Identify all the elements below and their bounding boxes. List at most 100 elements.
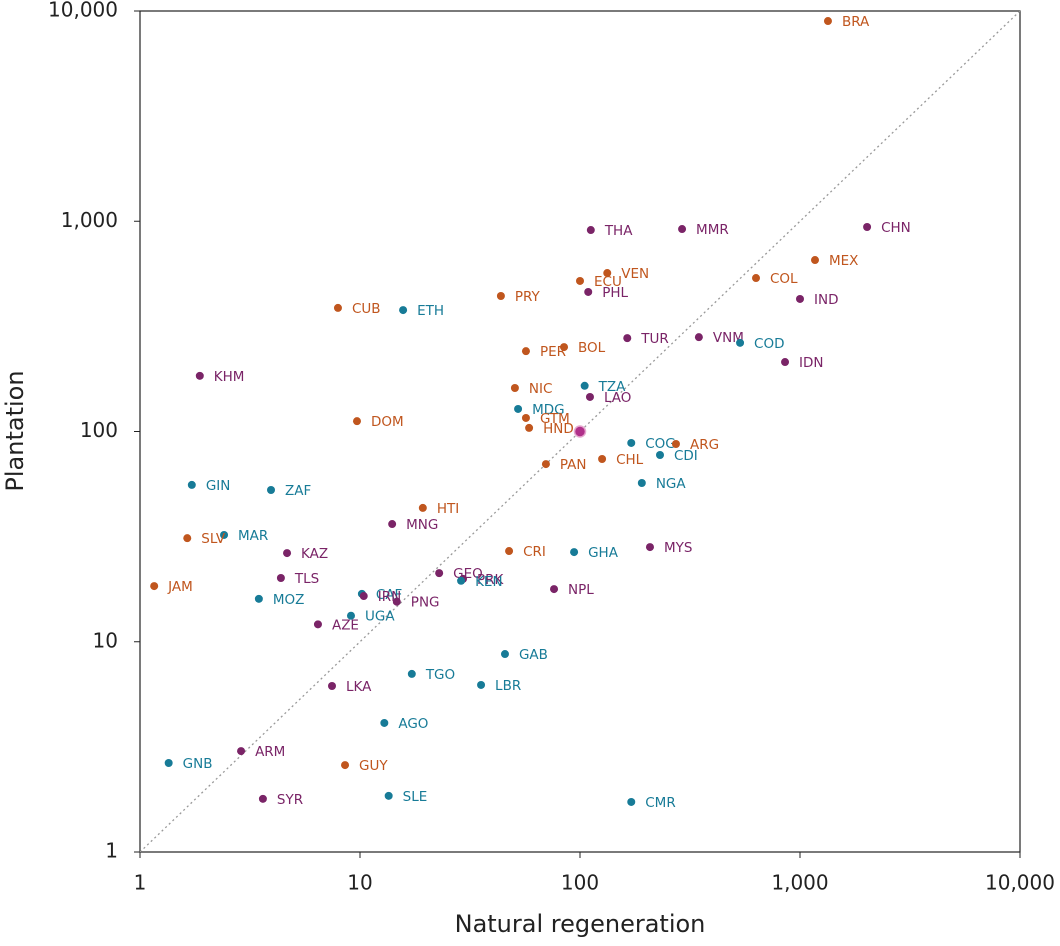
point (752, 274, 761, 283)
point-label: CRI (523, 544, 546, 560)
point (655, 451, 664, 460)
point-label: CDI (674, 448, 698, 464)
point (457, 576, 466, 585)
y-tick-label: 1 (105, 839, 118, 863)
point (781, 358, 790, 367)
point-label: LBR (495, 678, 521, 694)
point (352, 417, 361, 426)
point (183, 534, 192, 543)
point-label: COG (645, 436, 676, 452)
point-label: COL (770, 271, 798, 287)
point (678, 225, 687, 234)
point (384, 791, 393, 800)
point (550, 585, 559, 594)
point (627, 797, 636, 806)
point (237, 747, 246, 756)
point (359, 592, 368, 601)
point-label: KAZ (301, 546, 328, 562)
point (267, 485, 276, 494)
point (150, 582, 159, 591)
point-label: KHM (214, 369, 245, 385)
point-label: SYR (277, 792, 303, 808)
point-label: MOZ (273, 592, 305, 608)
point-label: BRA (842, 14, 870, 30)
point-label: PNG (411, 595, 440, 611)
point-label: IND (814, 292, 838, 308)
point-label: ZAF (285, 483, 311, 499)
point (496, 292, 505, 301)
point (525, 423, 534, 432)
point (811, 256, 820, 265)
y-tick-label: 100 (80, 418, 118, 442)
point-label: AZE (332, 617, 359, 633)
point-label: LKA (346, 679, 372, 695)
point (500, 650, 509, 659)
point-label: GIN (206, 478, 231, 494)
point-label: MYS (664, 540, 692, 556)
point (694, 333, 703, 342)
point-label: TLS (294, 571, 319, 587)
point-label: AGO (398, 716, 428, 732)
point-label: MAR (238, 528, 268, 544)
point-label: HND (543, 421, 574, 437)
point-label: SLV (201, 531, 226, 547)
point-label: NIC (529, 381, 553, 397)
point (645, 543, 654, 552)
point-label: MMR (696, 222, 729, 238)
point-label: DOM (371, 414, 404, 430)
point (392, 597, 401, 606)
point-label: IDN (799, 355, 823, 371)
point-label: TGO (425, 667, 455, 683)
y-tick-label: 1,000 (61, 208, 118, 232)
point (276, 574, 285, 583)
point-label: CHL (616, 452, 644, 468)
point-label: PRK (477, 572, 505, 588)
point-label: LAO (604, 390, 631, 406)
point (585, 392, 594, 401)
point (627, 438, 636, 447)
point-label: VNM (713, 330, 744, 346)
point-label: JAM (167, 579, 193, 595)
point (584, 287, 593, 296)
y-axis-label: Plantation (1, 370, 29, 491)
point (505, 547, 514, 556)
point-label: BOL (578, 340, 606, 356)
point-label: ETH (417, 303, 444, 319)
point (195, 371, 204, 380)
point-label: ARG (690, 437, 719, 453)
point-label: PER (540, 344, 566, 360)
point (637, 478, 646, 487)
point (164, 759, 173, 768)
point (346, 611, 355, 620)
point (521, 413, 530, 422)
highlight-point (573, 425, 587, 438)
x-tick-label: 1,000 (771, 871, 828, 895)
y-tick-label: 10 (93, 628, 118, 652)
point-label: HTI (437, 501, 459, 517)
x-tick-label: 10,000 (985, 871, 1055, 895)
point-label: KEN (475, 574, 502, 590)
point (258, 794, 267, 803)
point (477, 680, 486, 689)
point (823, 17, 832, 26)
point (510, 384, 519, 393)
point-label: THA (604, 223, 633, 239)
point (380, 718, 389, 727)
point (560, 343, 569, 352)
point-label: ARM (255, 744, 285, 760)
point-label: CUB (352, 301, 381, 317)
point (407, 669, 416, 678)
point (586, 226, 595, 235)
point-label: PAN (560, 457, 587, 473)
point (603, 269, 612, 278)
point-label: TZA (598, 379, 626, 395)
point (418, 503, 427, 512)
point-label: MDG (532, 402, 565, 418)
x-tick-label: 100 (561, 871, 599, 895)
point-label: SLE (403, 789, 428, 805)
point (399, 306, 408, 315)
point (541, 460, 550, 469)
point-label: CHN (881, 220, 911, 236)
point (313, 620, 322, 629)
y-tick-label: 10,000 (48, 0, 118, 22)
